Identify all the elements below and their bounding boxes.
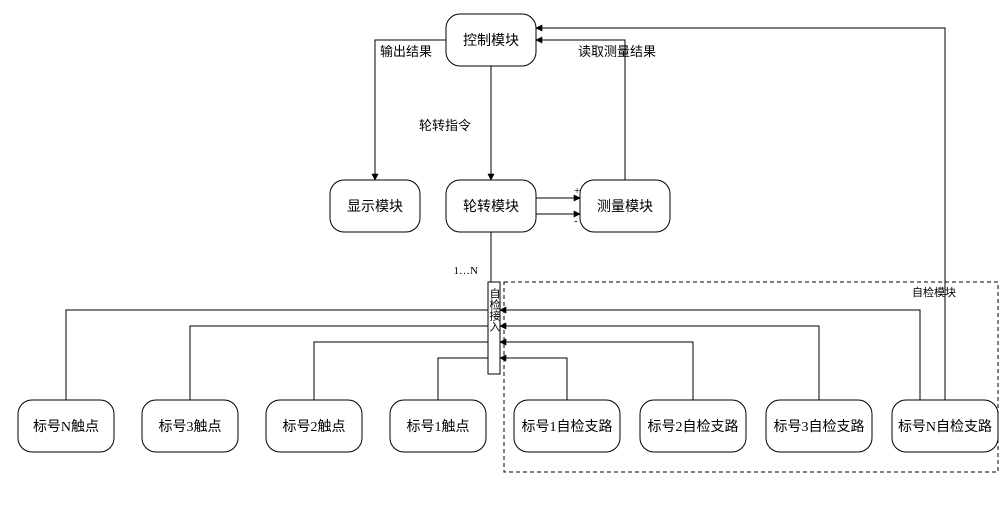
diagram-canvas: 自检模块 输出结果 轮转指令 读取测量结果 + - 1…N 自检接入 控制模块 …	[0, 0, 1000, 524]
node-control: 控制模块	[446, 14, 536, 66]
edge-s1-to-hub	[500, 358, 567, 400]
svg-text:标号2触点: 标号2触点	[283, 419, 346, 435]
edge-hub-to-c4	[438, 358, 488, 400]
edge-s4-to-hub	[500, 310, 920, 400]
node-contact-3: 标号3触点	[142, 400, 238, 452]
edge-hub-to-c3	[314, 342, 488, 400]
svg-text:标号3自检支路: 标号3自检支路	[774, 419, 865, 435]
svg-text:标号2自检支路: 标号2自检支路	[648, 419, 739, 435]
edge-label-plus: +	[574, 185, 580, 197]
svg-text:标号N自检支路: 标号N自检支路	[898, 419, 992, 435]
edge-hub-to-c1	[66, 310, 488, 400]
svg-text:标号3触点: 标号3触点	[159, 419, 222, 435]
node-measure: 测量模块	[580, 180, 670, 232]
edge-label-minus: -	[574, 215, 578, 227]
svg-text:轮转模块: 轮转模块	[463, 199, 519, 215]
node-contact-n: 标号N触点	[18, 400, 114, 452]
selfcheck-module-label: 自检模块	[912, 285, 956, 299]
svg-text:控制模块: 控制模块	[463, 33, 519, 49]
hub-label: 自检接入	[488, 288, 501, 332]
svg-text:标号1触点: 标号1触点	[407, 419, 470, 435]
svg-text:测量模块: 测量模块	[597, 199, 653, 215]
edge-label-rotate-cmd: 轮转指令	[419, 118, 471, 133]
node-display: 显示模块	[330, 180, 420, 232]
edge-s2-to-hub	[500, 342, 693, 400]
node-rotate: 轮转模块	[446, 180, 536, 232]
edge-label-read-result: 读取测量结果	[578, 44, 656, 59]
svg-text:显示模块: 显示模块	[347, 199, 403, 215]
node-selfcheck-3: 标号3自检支路	[766, 400, 872, 452]
edge-s3-to-hub	[500, 326, 819, 400]
edge-label-output-result: 输出结果	[380, 44, 432, 59]
edge-control-to-display	[375, 40, 446, 180]
node-contact-2: 标号2触点	[266, 400, 362, 452]
node-selfcheck-n: 标号N自检支路	[892, 400, 998, 452]
svg-text:标号1自检支路: 标号1自检支路	[522, 419, 613, 435]
svg-text:标号N触点: 标号N触点	[33, 419, 99, 435]
edge-hub-to-c2	[190, 326, 488, 400]
node-contact-1: 标号1触点	[390, 400, 486, 452]
edge-measure-to-control	[536, 40, 625, 180]
node-selfcheck-1: 标号1自检支路	[514, 400, 620, 452]
node-selfcheck-2: 标号2自检支路	[640, 400, 746, 452]
edge-label-one-to-n: 1…N	[454, 265, 479, 277]
